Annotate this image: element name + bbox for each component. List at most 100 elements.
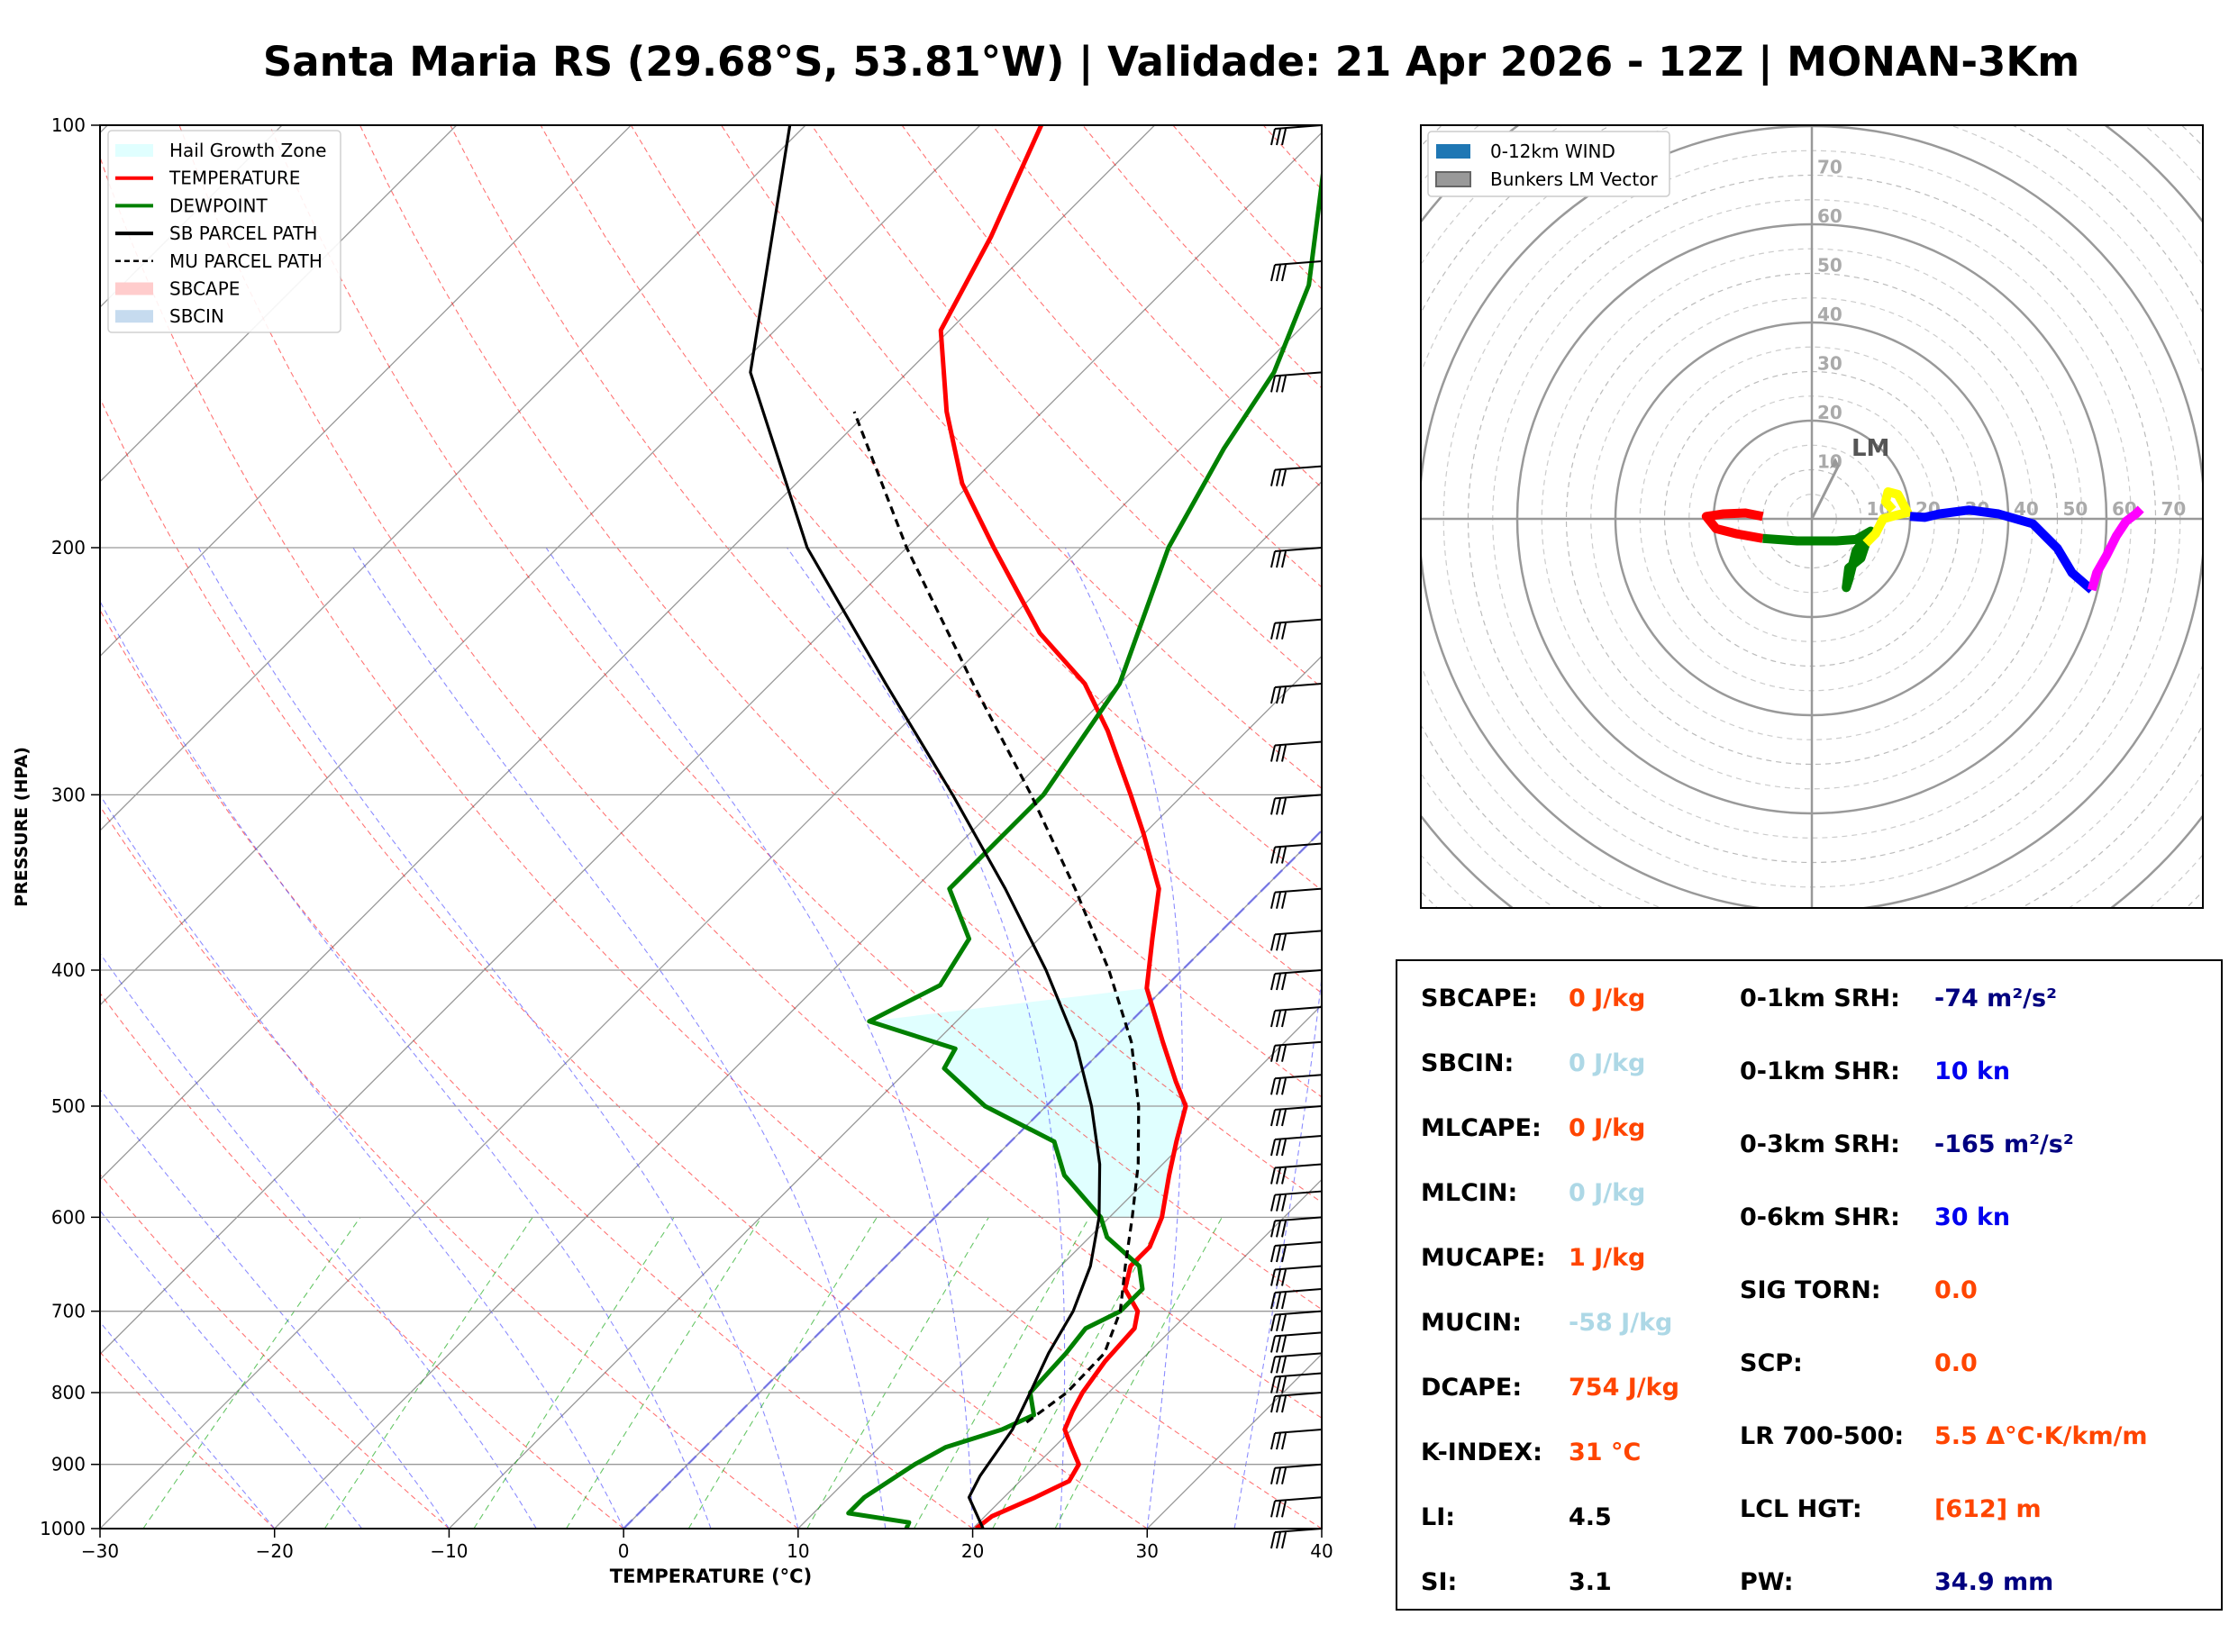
barb-feather [1271, 893, 1275, 909]
hodo-ring-label: 30 [1817, 353, 1842, 375]
barb-feather [1282, 551, 1286, 567]
hodo-ring-label: 60 [1817, 205, 1842, 227]
barb-feather [1282, 376, 1286, 392]
y-tick-label: 800 [51, 1382, 86, 1403]
barb-feather [1271, 129, 1275, 145]
moist-adiabat [0, 548, 275, 1529]
hodo-ring-label: 40 [1817, 304, 1842, 325]
barb-feather [1277, 687, 1280, 703]
barb-staff [1275, 620, 1322, 623]
barb-feather [1277, 1377, 1280, 1393]
index-label: MUCAPE: [1421, 1244, 1546, 1272]
y-tick-label: 500 [51, 1095, 86, 1117]
dry-adiabat [0, 125, 973, 1529]
barb-feather [1271, 623, 1275, 640]
barb-feather [1271, 1246, 1275, 1262]
barb-feather [1277, 893, 1280, 909]
legend-label: TEMPERATURE [168, 168, 300, 189]
wind-barb [1271, 1217, 1322, 1237]
index-label: 0-3km SRH: [1740, 1130, 1900, 1158]
barb-feather [1277, 376, 1280, 392]
barb-feather [1282, 1139, 1286, 1156]
barb-feather [1277, 1532, 1280, 1548]
barb-feather [1277, 1336, 1280, 1352]
wind-barb [1271, 1465, 1322, 1484]
y-tick-label: 900 [51, 1454, 86, 1475]
wind-barb [1271, 1353, 1322, 1373]
index-label: 0-1km SRH: [1740, 985, 1900, 1012]
legend-label: SB PARCEL PATH [169, 222, 317, 244]
barb-feather [1277, 1167, 1280, 1184]
barb-feather [1277, 470, 1280, 486]
y-tick-label: 100 [51, 114, 86, 136]
index-value: [612] m [1934, 1495, 2042, 1523]
wind-barb [1271, 620, 1322, 640]
barb-feather [1271, 1078, 1275, 1094]
wind-barb [1271, 1312, 1322, 1331]
x-tick-label: −20 [256, 1540, 294, 1562]
index-label: SI: [1421, 1568, 1457, 1596]
index-value: -74 m²/s² [1934, 985, 2057, 1012]
dry-adiabat [0, 125, 623, 1529]
index-value: 34.9 mm [1934, 1568, 2053, 1596]
wind-barb [1271, 930, 1322, 950]
index-label: MLCAPE: [1421, 1114, 1542, 1142]
x-axis-label: TEMPERATURE (°C) [610, 1566, 812, 1587]
index-label: SBCIN: [1421, 1049, 1514, 1077]
barb-feather [1282, 1078, 1286, 1094]
hodo-ring-label: 10 [1817, 451, 1842, 473]
wind-barb [1271, 261, 1322, 281]
wind-barb [1271, 1374, 1322, 1393]
legend-label: MU PARCEL PATH [169, 250, 323, 272]
barb-feather [1277, 623, 1280, 640]
index-value: 0 J/kg [1569, 1049, 1645, 1077]
legend-label: DEWPOINT [169, 195, 268, 216]
barb-feather [1271, 1433, 1275, 1449]
barb-feather [1271, 934, 1275, 950]
barb-feather [1271, 470, 1275, 486]
barb-staff [1275, 1075, 1322, 1078]
index-value: 31 °C [1569, 1439, 1641, 1466]
index-label: SCP: [1740, 1349, 1803, 1377]
barb-staff [1275, 1374, 1322, 1377]
index-label: MUCIN: [1421, 1309, 1522, 1337]
y-tick-label: 200 [51, 537, 86, 558]
wind-barb [1271, 548, 1322, 567]
barb-staff [1275, 1164, 1322, 1167]
barb-staff [1275, 1242, 1322, 1246]
index-value: -165 m²/s² [1934, 1130, 2074, 1158]
barb-feather [1282, 1315, 1286, 1331]
hodo-ring-label: 70 [2161, 498, 2187, 520]
legend-swatch [1436, 172, 1470, 186]
barb-staff [1275, 1497, 1322, 1501]
barb-feather [1277, 1357, 1280, 1373]
barb-feather [1271, 1315, 1275, 1331]
barb-feather [1282, 974, 1286, 990]
barb-feather [1282, 1433, 1286, 1449]
x-tick-label: 30 [1136, 1540, 1159, 1562]
x-tick-label: 0 [618, 1540, 630, 1562]
barb-feather [1277, 1315, 1280, 1331]
barb-staff [1275, 889, 1322, 893]
legend-swatch [115, 144, 153, 157]
index-label: LR 700-500: [1740, 1422, 1904, 1450]
wind-barb [1271, 1007, 1322, 1027]
barb-feather [1282, 1468, 1286, 1484]
profile-line-dewpoint [849, 125, 1330, 1529]
x-tick-label: 40 [1310, 1540, 1333, 1562]
barb-staff [1275, 1332, 1322, 1336]
barb-feather [1277, 934, 1280, 950]
moist-adiabat [198, 548, 798, 1529]
lm-label: LM [1851, 435, 1889, 462]
dry-adiabat [0, 125, 798, 1529]
index-value: 0 J/kg [1569, 985, 1645, 1012]
barb-feather [1282, 623, 1286, 640]
wind-barb [1271, 684, 1322, 703]
wind-barb [1271, 467, 1322, 486]
barb-feather [1282, 1396, 1286, 1412]
moist-adiabat [0, 548, 623, 1529]
